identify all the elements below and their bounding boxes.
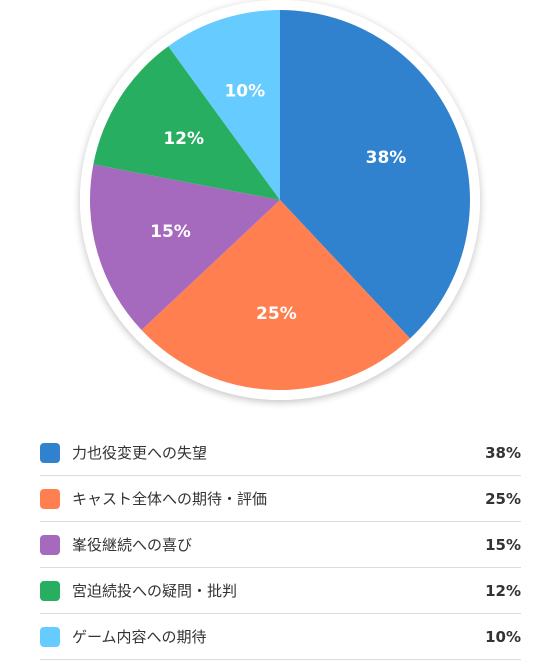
legend-value: 15% [485, 535, 521, 554]
pie-slice-data-label: 15% [150, 222, 191, 242]
legend-item[interactable]: キャスト全体への期待・評価 25% [40, 476, 521, 522]
pie-slice[interactable] [141, 200, 411, 390]
legend-item[interactable]: 宮迫続投への疑問・批判 12% [40, 568, 521, 614]
legend-value: 38% [485, 443, 521, 462]
pie-slice[interactable] [90, 164, 280, 331]
legend-swatch [40, 488, 60, 509]
legend-label: 峯役継続への喜び [72, 536, 193, 554]
legend-label: キャスト全体への期待・評価 [72, 490, 268, 508]
legend: 力也役変更への失望 38% キャスト全体への期待・評価 25% 峯役継続への喜び 15% 宮… [40, 430, 521, 660]
legend-swatch [40, 626, 60, 647]
legend-label: ゲーム内容への期待 [72, 628, 207, 646]
legend-swatch [40, 534, 60, 555]
pie-chart-svg: 38% 25% 15% 12% 10% [80, 0, 480, 400]
pie-slice-data-label: 38% [366, 148, 407, 168]
legend-item[interactable]: 力也役変更への失望 38% [40, 430, 521, 476]
pie-slice[interactable] [168, 10, 280, 200]
pie-slices [90, 10, 470, 390]
legend-label: 宮迫続投への疑問・批判 [72, 582, 238, 600]
legend-item[interactable]: 峯役継続への喜び 15% [40, 522, 521, 568]
pie-slice[interactable] [93, 46, 281, 200]
legend-label: 力也役変更への失望 [72, 444, 208, 462]
pie-slice-data-label: 25% [256, 304, 297, 324]
legend-value: 12% [485, 581, 521, 600]
legend-swatch [40, 580, 60, 601]
pie-slice-data-label: 10% [224, 82, 265, 102]
legend-swatch [40, 442, 60, 463]
legend-value: 10% [485, 627, 521, 646]
pie-slice-data-label: 12% [163, 129, 204, 149]
legend-value: 25% [485, 489, 521, 508]
pie-slice-labels: 38% 25% 15% 12% 10% [150, 82, 406, 324]
pie-chart: 38% 25% 15% 12% 10% [80, 0, 480, 400]
pie-slice[interactable] [280, 10, 470, 339]
legend-item[interactable]: ゲーム内容への期待 10% [40, 614, 521, 660]
